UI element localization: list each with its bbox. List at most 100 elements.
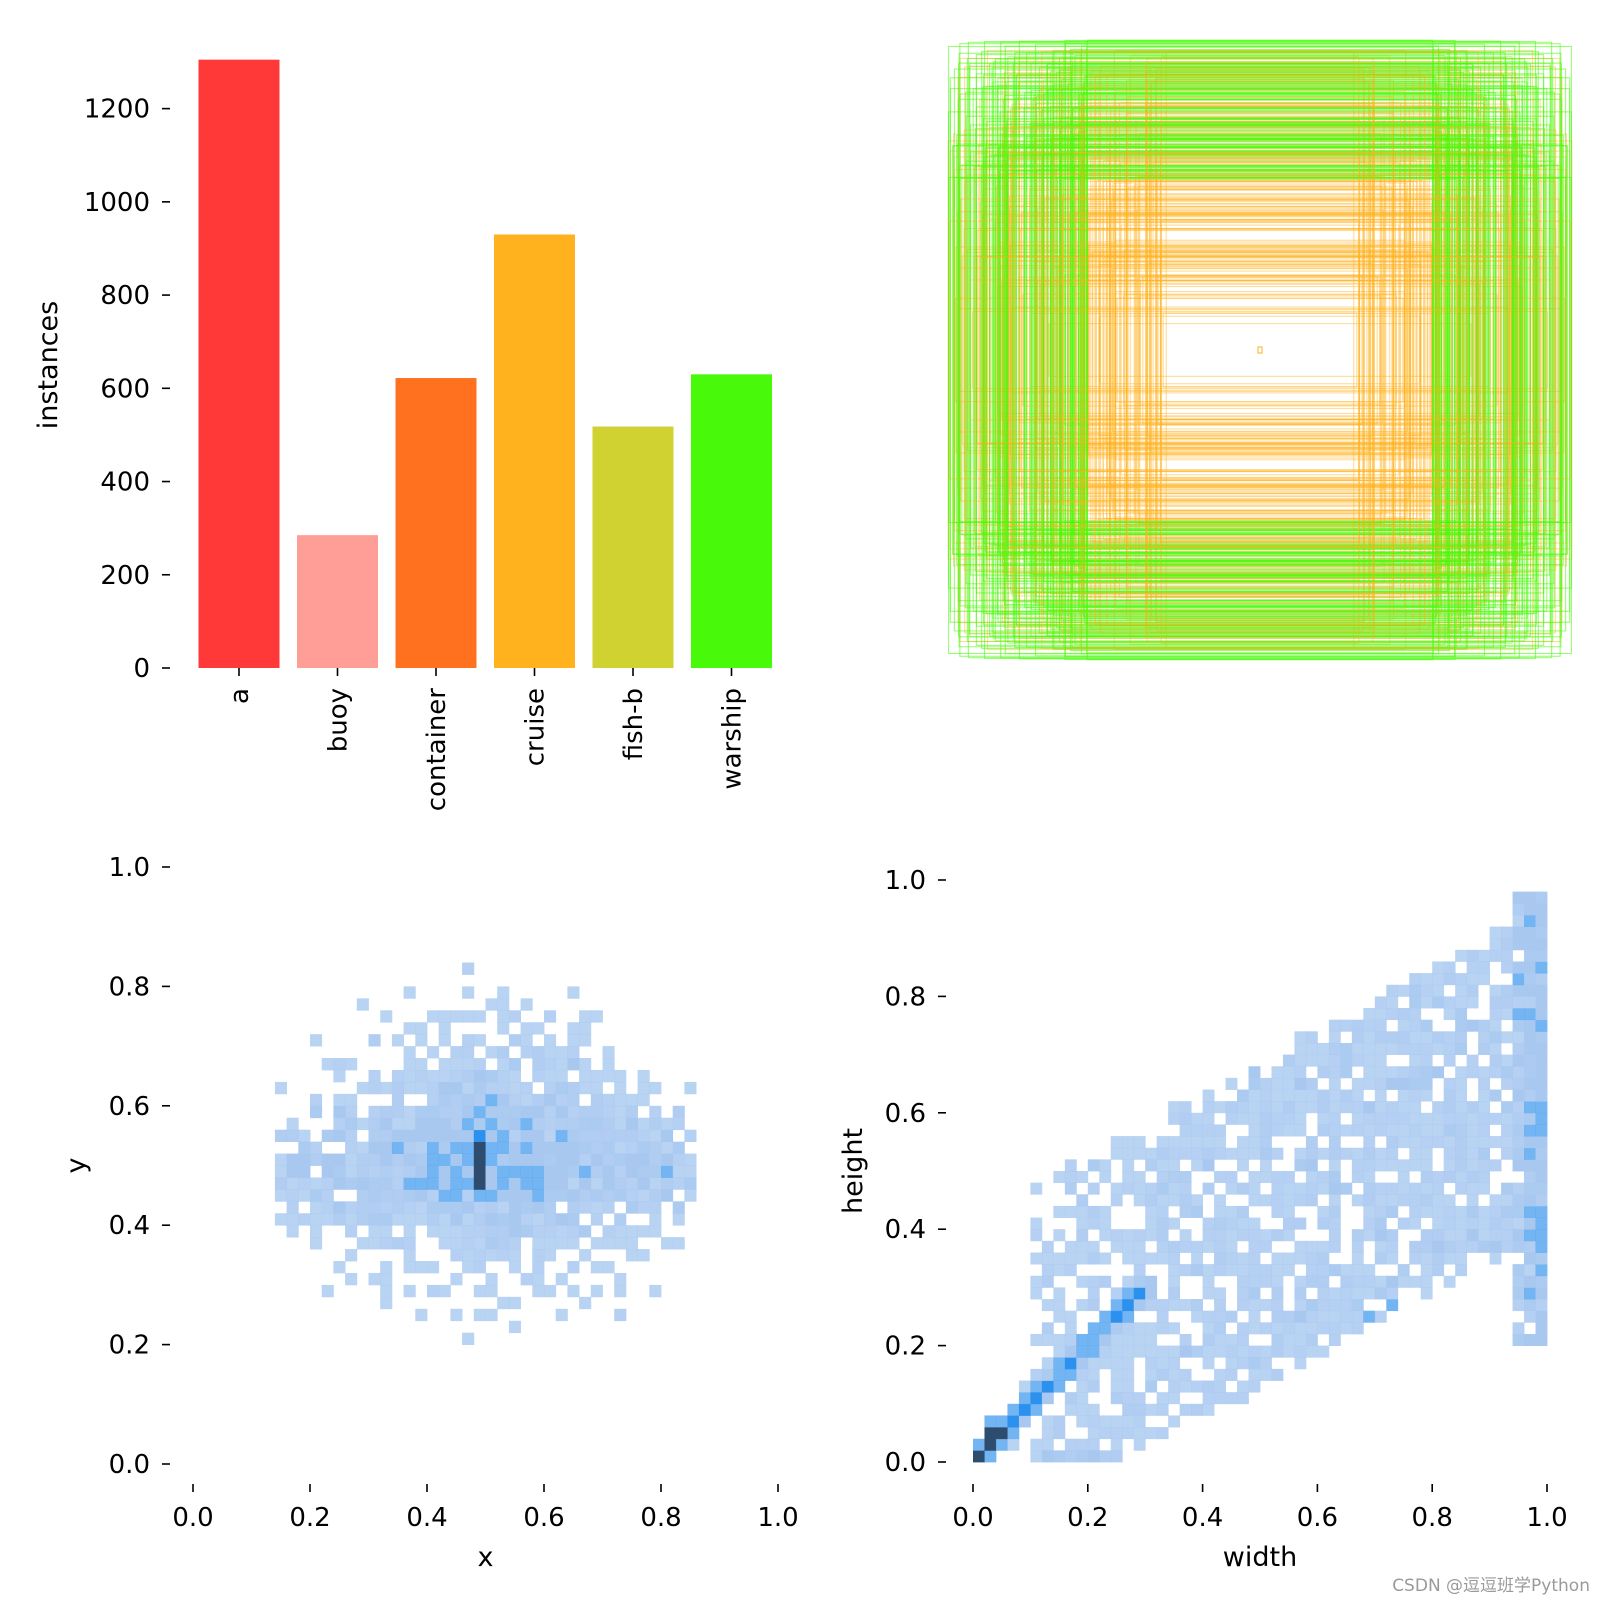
heatmap-cell xyxy=(310,1093,323,1107)
bbox-rect xyxy=(1147,80,1373,620)
heatmap-cell xyxy=(485,1225,498,1238)
heatmap-cell xyxy=(438,1069,451,1083)
heatmap-cell xyxy=(1328,1171,1341,1184)
heatmap-cell xyxy=(1202,1240,1215,1253)
bar-xtick-label: warship xyxy=(718,688,748,790)
heatmap-cell xyxy=(1524,1275,1536,1288)
heatmap-cell xyxy=(1478,1124,1490,1137)
heatmap-cell xyxy=(1305,1345,1318,1358)
heatmap-cell xyxy=(1179,1403,1192,1416)
heatmap-cell xyxy=(1202,1101,1215,1114)
heatmap-cell xyxy=(1282,1171,1295,1184)
heatmap-cell xyxy=(1478,949,1490,962)
heatmap-cell xyxy=(333,1117,346,1131)
heatmap-cell xyxy=(1443,1275,1456,1288)
heatmap-cell xyxy=(345,1201,358,1214)
heatmap-cell xyxy=(1524,1077,1536,1090)
heatmap-cell xyxy=(567,1284,580,1298)
heatmap-cell xyxy=(1397,1182,1410,1195)
bbox-rect xyxy=(999,169,1521,531)
heatmap-cell xyxy=(1122,1240,1135,1253)
heatmap-cell xyxy=(1443,1031,1456,1044)
heatmap-cell xyxy=(1260,1345,1272,1358)
heatmap-cell xyxy=(1145,1159,1158,1172)
heatmap-cell xyxy=(380,1105,393,1119)
heatmap-cell xyxy=(473,1105,486,1119)
heatmap-cell xyxy=(345,1105,358,1119)
bbox-rect xyxy=(1146,263,1374,437)
heatmap-cell xyxy=(1328,1101,1341,1114)
heatmap-cell xyxy=(1524,1310,1536,1323)
heatmap-cell xyxy=(567,1201,580,1214)
heatmap-cell xyxy=(1512,1089,1525,1102)
bbox-overlay xyxy=(947,39,1573,661)
heatmap-cell xyxy=(1328,1031,1341,1044)
heatmap-cell xyxy=(579,1225,592,1238)
bbox-rect xyxy=(1082,102,1438,598)
heatmap-cell xyxy=(1064,1403,1077,1416)
heatmap-cell xyxy=(637,1141,650,1154)
bbox-rect xyxy=(1052,189,1468,511)
heatmap-cell xyxy=(1202,1159,1215,1172)
heatmap-cell xyxy=(1535,1136,1548,1149)
bbox-rect xyxy=(1011,153,1509,547)
heatmap-cell xyxy=(1237,1101,1249,1114)
heatmap-cell xyxy=(614,1308,627,1322)
bbox-rect xyxy=(1088,214,1432,486)
heatmap-cell xyxy=(520,1201,533,1214)
heatmap-cell xyxy=(1420,1240,1433,1253)
bar-ytick-label: 1000 xyxy=(84,188,150,218)
heatmap-cell xyxy=(1363,1229,1376,1242)
heatmap-cell xyxy=(380,1296,393,1310)
heatmap-cell xyxy=(1409,1054,1422,1067)
heatmap-cell xyxy=(649,1129,662,1143)
heatmap-cell xyxy=(1432,1217,1445,1230)
heatmap-cell xyxy=(345,1165,358,1178)
heatmap-cell xyxy=(649,1153,662,1166)
heatmap-cell xyxy=(1386,1147,1399,1160)
heatmap-cell xyxy=(1409,1240,1422,1253)
bar-cruise xyxy=(494,234,575,668)
heatmap-cell xyxy=(497,1225,510,1238)
heatmap-cell xyxy=(1271,1333,1284,1346)
heatmap-cell xyxy=(590,1165,603,1178)
heatmap-cell xyxy=(508,1213,521,1226)
bbox-rect xyxy=(1012,106,1508,594)
heatmap-cell xyxy=(1328,1322,1341,1335)
heatmap-cell xyxy=(286,1129,299,1143)
heatmap-cell xyxy=(1237,1322,1249,1335)
heatmap-cell xyxy=(1156,1345,1169,1358)
heatmap-cell xyxy=(614,1069,627,1083)
heatmap-cell xyxy=(1432,1264,1445,1277)
heatmap-cell xyxy=(532,1058,545,1071)
heatmap-cell xyxy=(1099,1322,1112,1335)
heatmap-cell xyxy=(1420,1031,1433,1044)
heatmap-cell xyxy=(1351,1310,1364,1323)
heatmap-cell xyxy=(1466,1205,1479,1218)
heatmap-cell xyxy=(1524,1066,1536,1079)
heatmap-cell xyxy=(1110,1147,1123,1160)
heatmap-cell xyxy=(1305,1194,1318,1207)
heatmap-cell xyxy=(1409,1031,1422,1044)
bbox-rect xyxy=(1148,149,1372,551)
heatmap-cell xyxy=(380,1177,393,1190)
bbox-rect xyxy=(1008,195,1512,505)
heatmap-cell xyxy=(1535,973,1548,986)
heatmap-cell xyxy=(403,986,416,999)
heatmap-cell xyxy=(1455,1147,1468,1160)
heatmap-cell xyxy=(590,1237,603,1250)
bbox-rect xyxy=(1061,219,1459,481)
heatmap-cell xyxy=(1443,1077,1456,1090)
bar-fish-b xyxy=(592,426,674,668)
heatmap-cell xyxy=(1328,1299,1341,1312)
heatmap-cell xyxy=(427,1069,440,1083)
heatmap-cell xyxy=(1420,996,1433,1009)
heatmap-xtick-label: 0.4 xyxy=(406,1503,447,1533)
heatmap-cell xyxy=(1409,1182,1422,1195)
heatmap-cell xyxy=(1397,1019,1410,1032)
heatmap-cell xyxy=(1374,1240,1387,1253)
bbox-rect xyxy=(1005,81,1515,619)
heatmap-cell xyxy=(1524,1031,1536,1044)
heatmap-cell xyxy=(637,1165,650,1178)
heatmap-cell xyxy=(1512,1147,1525,1160)
